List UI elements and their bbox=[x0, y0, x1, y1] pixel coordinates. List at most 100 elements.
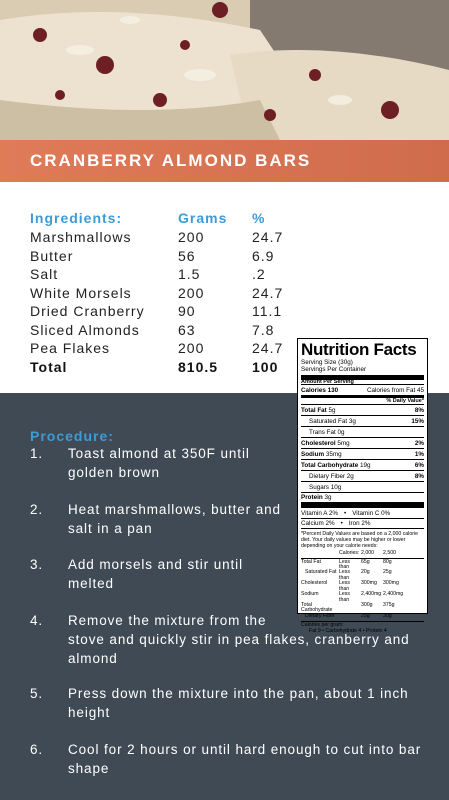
nutrient-amount: 35mg bbox=[325, 450, 342, 458]
nutrition-facts: Nutrition Facts Serving Size (30g) Serving… bbox=[297, 338, 428, 634]
nf-title: Nutrition Facts bbox=[301, 340, 417, 359]
nutrient: Saturated Fat 3g bbox=[309, 418, 356, 425]
ct-cell: Less than bbox=[339, 558, 350, 571]
nutrient-amount: 10g bbox=[330, 483, 342, 491]
nf-row: Sugars 10g bbox=[301, 481, 424, 492]
ingredient-cell: 810.5 bbox=[178, 359, 219, 375]
calorie-table: Total Fat Less than 65g 80g Saturated Fat Les… bbox=[301, 558, 424, 619]
servings: Servings Per Container bbox=[301, 366, 367, 374]
nf-row: Vitamin A 2% • Vitamin C 0% bbox=[301, 507, 424, 518]
ingredient-cell: Sliced Almonds bbox=[30, 321, 140, 338]
nf-row: Sodium 35mg 1% bbox=[301, 448, 424, 459]
step-text: Toast almond at 350F until bbox=[68, 446, 250, 461]
step-text: Press down the mixture into the pan, abo… bbox=[68, 686, 409, 701]
ingredient-cell: 24.7 bbox=[252, 229, 284, 245]
step-number: 1. bbox=[30, 446, 44, 461]
ct-cell: Total Carbohydrate bbox=[301, 601, 333, 614]
ingredient-cell: Marshmallows bbox=[30, 229, 132, 245]
step-text: Remove the mixture from the bbox=[68, 613, 267, 628]
per-gram: Calories per gram: bbox=[301, 621, 424, 629]
nutrient-label: Cholesterol bbox=[301, 439, 336, 447]
nutrient-label: Total Fat bbox=[301, 406, 327, 414]
step-text: melted bbox=[68, 576, 114, 591]
step-number: 5. bbox=[30, 686, 44, 701]
ct-head: 2,000 bbox=[361, 550, 374, 557]
ct-head: Calories: bbox=[339, 550, 360, 557]
ct-cell: 25g bbox=[383, 569, 392, 576]
nf-row: % Daily Value* bbox=[301, 395, 424, 404]
nutrient-amount: 3g bbox=[348, 417, 356, 425]
nf-row: Protein 3g bbox=[301, 492, 424, 508]
step-number: 2. bbox=[30, 502, 44, 517]
ingredient-cell: 63 bbox=[178, 321, 196, 338]
nutrient: Total Carbohydrate 19g bbox=[301, 462, 371, 469]
nf-row: Calcium 2% • Iron 2% bbox=[301, 518, 424, 530]
ingredient-cell: White Morsels bbox=[30, 284, 132, 301]
nutrient-dv: 1% bbox=[414, 450, 424, 458]
ingredient-cell: 24.7 bbox=[252, 284, 284, 301]
ct-cell: 30g bbox=[383, 612, 392, 619]
ingredient-cell: Ingredients: bbox=[30, 210, 123, 226]
nf-row: Total Fat 5g 8% bbox=[301, 404, 424, 415]
step-text: almond bbox=[68, 651, 118, 666]
nutrient-label: Dietary Fiber bbox=[309, 472, 346, 480]
ct-cell: 300g bbox=[361, 601, 373, 608]
ct-cell: Cholesterol bbox=[301, 580, 328, 587]
ingredient-cell: 100 bbox=[252, 359, 279, 375]
nutrient-amount: 3g bbox=[324, 494, 332, 502]
footnote: *Percent Daily Values are based on a 2,0… bbox=[301, 531, 418, 549]
nutrient-amount: 19g bbox=[360, 461, 371, 469]
step-text: Heat marshmallows, butter and bbox=[68, 502, 281, 517]
nutrient-label: Sugars bbox=[309, 483, 329, 491]
nf-row: Saturated Fat 3g 15% bbox=[301, 415, 424, 426]
nutrient: Protein 3g bbox=[301, 494, 331, 501]
vitamin: Iron 2% bbox=[348, 520, 371, 528]
ct-cell: Less than bbox=[339, 569, 350, 581]
nf-row: Amount Per Serving bbox=[301, 375, 424, 386]
nutrient-amount: 5g bbox=[328, 406, 336, 414]
step-number: 6. bbox=[30, 742, 44, 757]
nutrient-amount: 5mg bbox=[337, 439, 350, 447]
ingredient-cell: 200 bbox=[178, 340, 205, 356]
ct-cell: 80g bbox=[383, 558, 392, 565]
ingredient-cell: Pea Flakes bbox=[30, 340, 111, 356]
calorie-table: Calories: 2,000 2,500 bbox=[301, 550, 424, 557]
nutrient: Sodium 35mg bbox=[301, 451, 342, 458]
calories-fat: Calories from Fat 45 bbox=[366, 386, 424, 394]
vitamin: Calcium 2% bbox=[301, 520, 335, 528]
nutrient-dv: 15% bbox=[411, 417, 424, 425]
nutrient-label: Sodium bbox=[301, 450, 325, 458]
nf-row: Trans Fat 0g bbox=[301, 426, 424, 437]
label: Amount Per Serving bbox=[301, 379, 354, 386]
ingredient-cell: Grams bbox=[178, 210, 228, 226]
ct-cell: 375g bbox=[383, 601, 395, 608]
vitamin: Vitamin C 0% bbox=[352, 509, 391, 517]
nutrient-dv: 8% bbox=[414, 472, 424, 480]
ingredient-cell: 11.1 bbox=[252, 303, 283, 319]
ct-cell: 2,400mg bbox=[383, 591, 404, 598]
ingredient-cell: Salt bbox=[30, 266, 59, 282]
nutrient-label: Trans Fat bbox=[309, 428, 336, 436]
nutrient-dv: 6% bbox=[414, 461, 424, 469]
nutrient-amount: 0g bbox=[337, 428, 345, 436]
nutrient-label: Protein bbox=[301, 494, 323, 502]
procedure-title: Procedure: bbox=[30, 428, 114, 444]
ingredient-cell: 1.5 bbox=[178, 266, 201, 282]
ct-cell: Saturated Fat bbox=[305, 569, 337, 576]
ingredient-cell: Butter bbox=[30, 247, 74, 264]
nutrient-dv: 8% bbox=[414, 406, 424, 414]
ct-cell: Total Fat bbox=[301, 558, 321, 565]
ct-cell: Less than bbox=[339, 591, 350, 603]
bullet: • bbox=[340, 520, 343, 528]
ct-cell: 2,400mg bbox=[361, 591, 382, 598]
ct-cell: 65g bbox=[361, 558, 370, 565]
ingredient-cell: Dried Cranberry bbox=[30, 303, 145, 319]
vitamin: Vitamin A 2% bbox=[301, 509, 338, 517]
step-text: golden brown bbox=[68, 465, 160, 480]
ct-cell: 25g bbox=[361, 612, 370, 619]
nutrient: Cholesterol 5mg bbox=[301, 440, 350, 447]
nutrient-dv: 2% bbox=[414, 439, 424, 447]
step-number: 4. bbox=[30, 613, 44, 628]
ct-cell: 300mg bbox=[383, 580, 399, 587]
ingredient-cell: .2 bbox=[252, 266, 266, 282]
